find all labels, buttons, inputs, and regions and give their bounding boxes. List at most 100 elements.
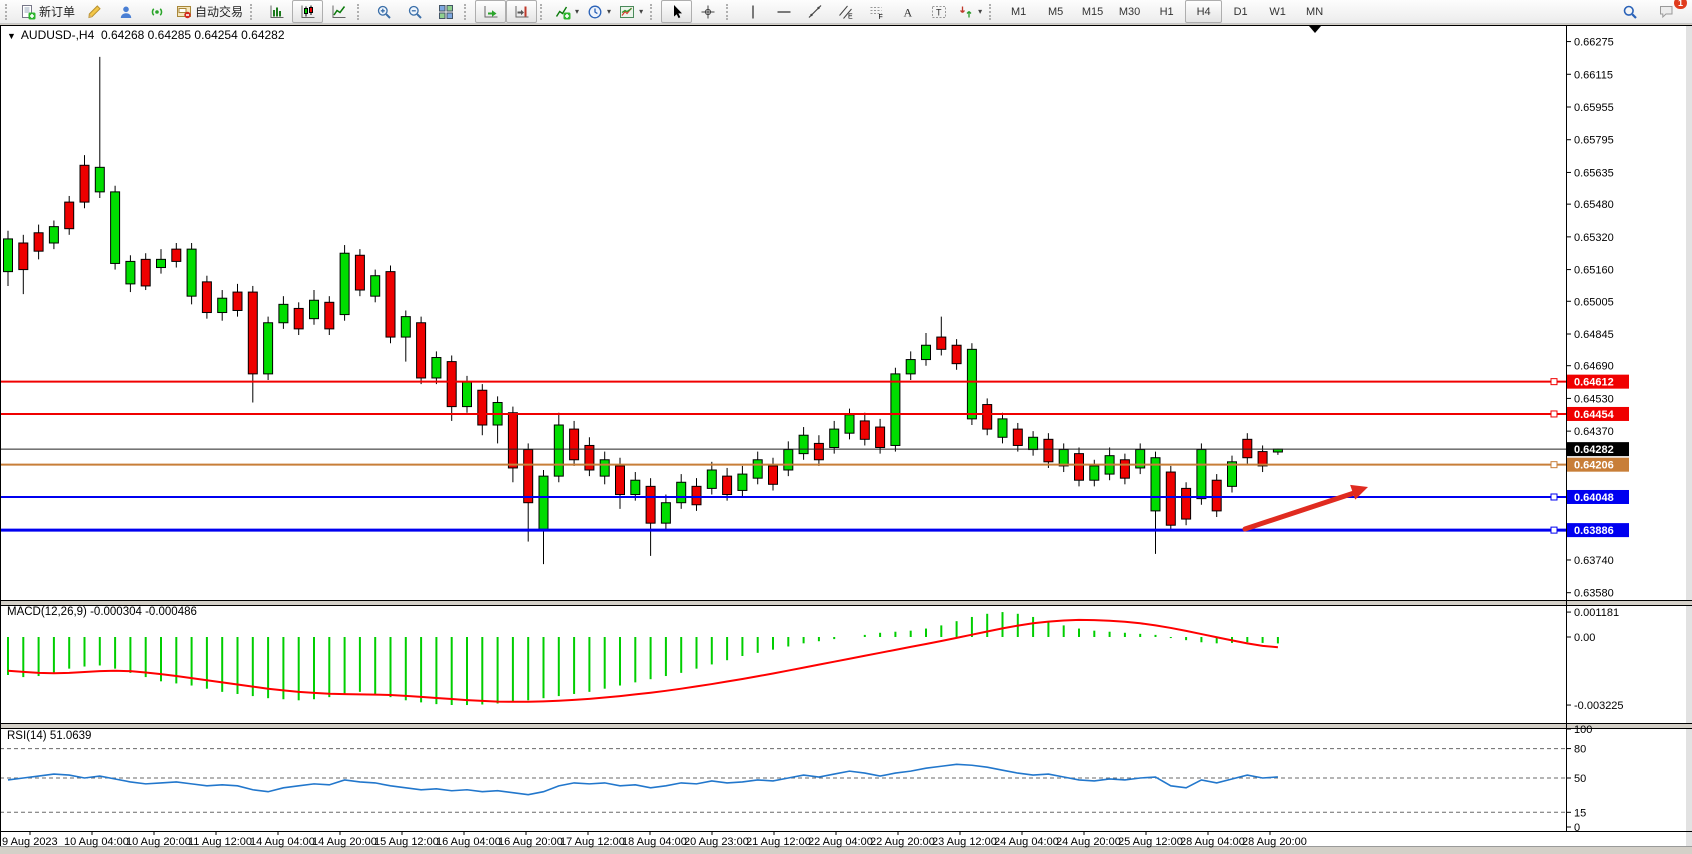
timeframe-m5[interactable]: M5 bbox=[1047, 5, 1064, 18]
ohlc-close: 0.64282 bbox=[241, 28, 285, 42]
candle-body bbox=[309, 299, 319, 320]
right-edge-strip bbox=[1686, 25, 1692, 846]
autotrading-button[interactable]: 自动交易 bbox=[172, 0, 247, 23]
bars-icon bbox=[270, 5, 284, 18]
price-tick-label: 0.63740 bbox=[1574, 555, 1614, 567]
equidistant-channel-button[interactable]: E bbox=[830, 0, 861, 23]
text-label-button[interactable]: T bbox=[923, 0, 954, 23]
rsi-axis-label: 50 bbox=[1574, 773, 1586, 785]
zoom-in-button[interactable] bbox=[368, 0, 399, 23]
crosshair-icon bbox=[701, 5, 715, 18]
timeframe-h1[interactable]: H1 bbox=[1159, 5, 1174, 18]
trend-arrow[interactable] bbox=[1242, 484, 1368, 532]
signals-button[interactable] bbox=[141, 0, 172, 23]
time-tick-label: 11 Aug 12:00 bbox=[188, 836, 252, 848]
price-axis[interactable]: 0.66275 0.66115 0.65955 0.65795 0.65635 0.654… bbox=[1566, 37, 1629, 834]
svg-text:A: A bbox=[903, 5, 912, 19]
tile-windows-button[interactable] bbox=[430, 0, 461, 23]
price-tick-label: 0.65795 bbox=[1574, 135, 1614, 147]
auto-scroll-button[interactable] bbox=[475, 0, 507, 23]
candle-body bbox=[186, 248, 197, 297]
timeframe-m15[interactable]: M15 bbox=[1081, 5, 1104, 18]
zoom-out-button[interactable] bbox=[399, 0, 430, 23]
candle-body bbox=[553, 424, 564, 477]
indicators-button[interactable]: ▾ bbox=[551, 0, 583, 23]
community-button[interactable] bbox=[110, 0, 141, 23]
arrow-head bbox=[1350, 484, 1368, 500]
macd-axis-label: -0.003225 bbox=[1574, 700, 1624, 712]
level-line-handle[interactable] bbox=[1550, 410, 1558, 418]
candle-body bbox=[232, 291, 243, 311]
price-tag: 0.63886 bbox=[1567, 523, 1629, 538]
timeframe-m1[interactable]: M1 bbox=[1010, 5, 1027, 18]
candle-body bbox=[1028, 436, 1039, 451]
timeframe-h4[interactable]: H4 bbox=[1185, 0, 1223, 23]
fibonacci-button[interactable]: F bbox=[861, 0, 892, 23]
price-tick-label: 0.66275 bbox=[1574, 37, 1614, 49]
candle-body bbox=[1257, 451, 1268, 467]
candle-body bbox=[737, 473, 748, 491]
trendline-button[interactable] bbox=[799, 0, 830, 23]
level-line-handle[interactable] bbox=[1550, 378, 1558, 386]
candle-body bbox=[33, 232, 44, 252]
timeframe-w1[interactable]: W1 bbox=[1269, 5, 1286, 18]
timeframe-m30[interactable]: M30 bbox=[1118, 5, 1141, 18]
text-button[interactable]: A bbox=[892, 0, 923, 23]
search-button[interactable] bbox=[1614, 0, 1645, 23]
chat-button[interactable]: 1 bbox=[1651, 0, 1687, 23]
macd-value: -0.000304 bbox=[90, 606, 142, 618]
candle-body bbox=[569, 428, 580, 461]
level-line-handle[interactable] bbox=[1550, 526, 1558, 534]
time-tick-label: 21 Aug 12:00 bbox=[746, 836, 811, 848]
candle-body bbox=[94, 166, 105, 193]
cursor-button[interactable] bbox=[661, 0, 693, 23]
new-order-button[interactable]: 新订单 bbox=[16, 0, 79, 23]
price-tick-label: 0.65320 bbox=[1574, 232, 1614, 244]
chart-shift-button[interactable] bbox=[506, 0, 538, 23]
candle-body bbox=[1012, 428, 1023, 446]
candlestick-chart-button[interactable] bbox=[292, 0, 324, 23]
candle-body bbox=[890, 373, 901, 446]
bar-position-marker bbox=[1309, 26, 1321, 33]
rsi-axis-label: 100 bbox=[1574, 724, 1592, 736]
timeframe-d1[interactable]: D1 bbox=[1233, 5, 1248, 18]
toolbar-separator bbox=[464, 3, 470, 20]
candle-body bbox=[263, 322, 274, 375]
candle-body bbox=[813, 442, 824, 461]
svg-text:T: T bbox=[936, 7, 942, 17]
candle-body bbox=[278, 303, 289, 324]
price-tick-label: 0.64690 bbox=[1574, 361, 1614, 373]
candle-body bbox=[171, 248, 182, 262]
candle-body bbox=[507, 412, 518, 469]
dropdown-arrow-icon: ▾ bbox=[575, 7, 580, 16]
arrows-button[interactable]: ▾ bbox=[954, 0, 986, 23]
candle-body bbox=[370, 275, 381, 297]
candle-body bbox=[431, 357, 442, 379]
periods-button[interactable]: ▾ bbox=[583, 0, 615, 23]
macd-panel bbox=[7, 612, 1279, 706]
level-line-handle[interactable] bbox=[1550, 493, 1558, 501]
timeframe-mn[interactable]: MN bbox=[1306, 5, 1324, 18]
highlighter-button[interactable] bbox=[79, 0, 110, 23]
time-tick-label: 16 Aug 20:00 bbox=[498, 836, 563, 848]
candle-body bbox=[400, 316, 411, 338]
line-chart-button[interactable] bbox=[323, 0, 354, 23]
level-line-handle[interactable] bbox=[1550, 461, 1558, 469]
bar-chart-button[interactable] bbox=[261, 0, 292, 23]
channel-icon: E bbox=[838, 5, 853, 20]
ohlc-high: 0.64285 bbox=[147, 28, 192, 42]
toolbar-separator bbox=[650, 3, 656, 20]
svg-text:0.64282: 0.64282 bbox=[1574, 444, 1614, 456]
candle-body bbox=[140, 258, 151, 287]
time-tick-label: 14 Aug 04:00 bbox=[250, 836, 315, 848]
symbol-dropdown-icon[interactable]: ▼ bbox=[7, 31, 16, 41]
horizontal-line-button[interactable] bbox=[768, 0, 799, 23]
templates-button[interactable]: ▾ bbox=[615, 0, 647, 23]
linechart-icon bbox=[332, 5, 346, 18]
toolbar-separator bbox=[726, 3, 732, 20]
vertical-line-button[interactable] bbox=[737, 0, 768, 23]
rsi-axis-label: 0 bbox=[1574, 822, 1580, 834]
price-tick-label: 0.64530 bbox=[1574, 393, 1614, 405]
crosshair-button[interactable] bbox=[692, 0, 723, 23]
